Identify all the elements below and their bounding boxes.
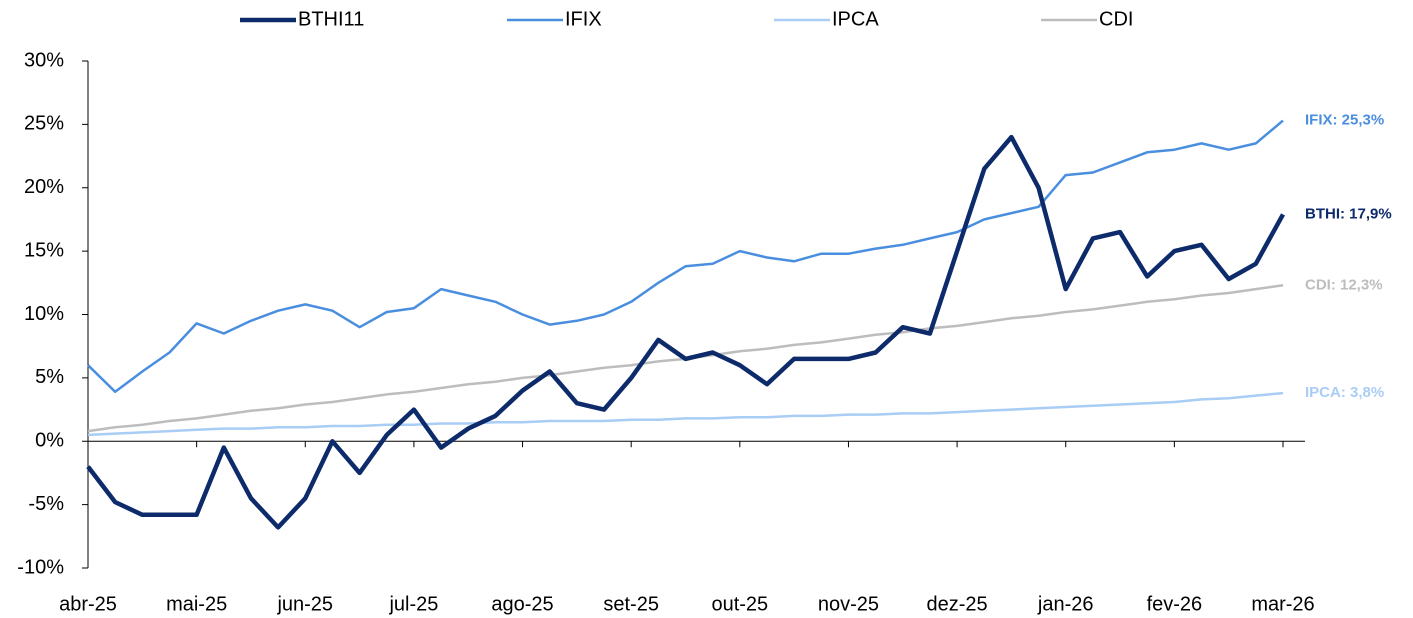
legend-label: CDI <box>1099 8 1133 30</box>
series-line <box>87 391 1284 437</box>
x-tick-label: jul-25 <box>388 593 438 615</box>
end-label: IFIX: 25,3% <box>1305 112 1384 129</box>
y-tick-label: -10% <box>17 556 64 578</box>
x-tick-label: set-25 <box>603 593 659 615</box>
y-tick-label: 0% <box>35 430 64 452</box>
y-tick-label: 25% <box>24 113 64 135</box>
y-tick-label: 20% <box>24 176 64 198</box>
end-label: BTHI: 17,9% <box>1305 205 1392 222</box>
x-tick-label: nov-25 <box>818 593 879 615</box>
legend-label: IFIX <box>565 8 602 30</box>
y-tick-label: -5% <box>28 493 64 515</box>
legend-label: BTHI11 <box>298 8 364 30</box>
x-tick-label: out-25 <box>711 593 768 615</box>
legend-label: IPCA <box>832 8 879 30</box>
x-tick-label: abr-25 <box>59 593 117 615</box>
series-line <box>86 134 1285 530</box>
x-tick-label: ago-25 <box>491 593 553 615</box>
end-label: CDI: 12,3% <box>1305 276 1383 293</box>
x-tick-label: jan-26 <box>1037 593 1094 615</box>
y-tick-label: 30% <box>24 49 64 71</box>
x-tick-label: dez-25 <box>927 593 988 615</box>
x-tick-label: jun-25 <box>276 593 333 615</box>
x-tick-label: mar-26 <box>1251 593 1314 615</box>
x-tick-label: mai-25 <box>166 593 227 615</box>
y-tick-label: 5% <box>35 366 64 388</box>
x-tick-label: fev-26 <box>1147 593 1203 615</box>
series-line <box>87 119 1284 394</box>
end-label: IPCA: 3,8% <box>1305 384 1384 401</box>
y-tick-label: 10% <box>24 303 64 325</box>
y-tick-label: 15% <box>24 239 64 261</box>
